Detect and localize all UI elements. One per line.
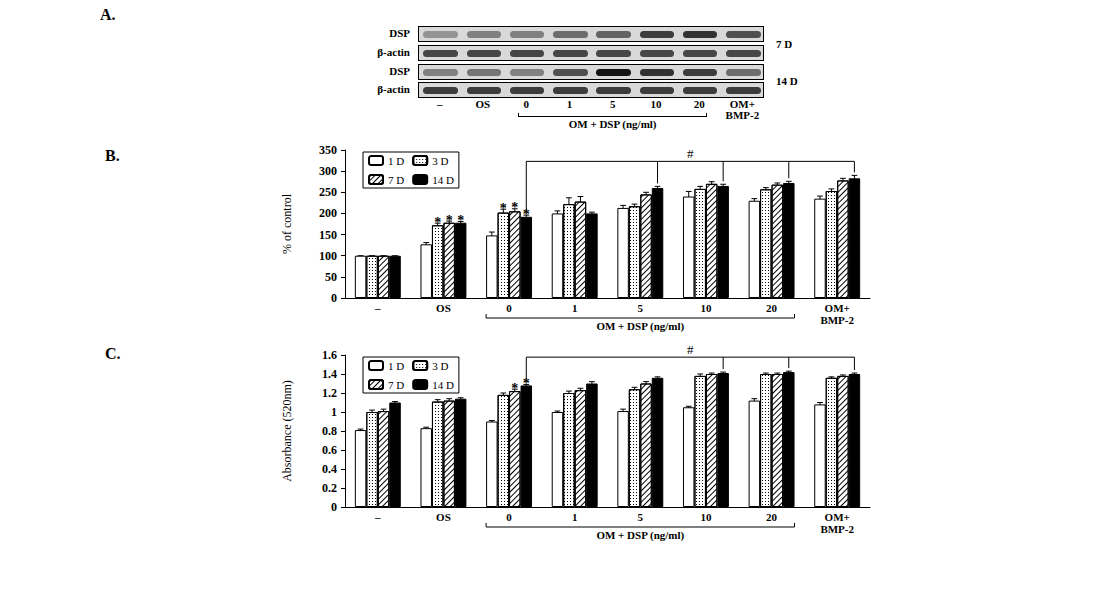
svg-text:350: 350: [319, 143, 337, 157]
svg-text:7 D: 7 D: [388, 379, 404, 391]
svg-text:1.2: 1.2: [322, 386, 337, 400]
svg-text:OS: OS: [436, 302, 451, 314]
svg-text:20: 20: [766, 511, 778, 523]
svg-text:200: 200: [319, 206, 337, 220]
svg-text:BMP-2: BMP-2: [820, 523, 854, 535]
svg-text:–: –: [374, 511, 381, 523]
html-text:DSP: DSP: [389, 65, 410, 77]
svg-text:#: #: [687, 342, 694, 357]
svg-text:1: 1: [572, 302, 578, 314]
svg-text:20: 20: [766, 302, 778, 314]
svg-text:1 D: 1 D: [388, 155, 404, 167]
svg-text:0.8: 0.8: [322, 424, 337, 438]
svg-text:0: 0: [331, 500, 337, 514]
svg-text:100: 100: [319, 249, 337, 263]
svg-text:OM+: OM+: [825, 302, 850, 314]
html-text:β-actin: β-actin: [377, 46, 410, 58]
html-text:10: 10: [650, 98, 662, 110]
html-text:OS: OS: [475, 98, 491, 110]
svg-text:3 D: 3 D: [432, 155, 448, 167]
svg-text:OM + DSP (ng/ml): OM + DSP (ng/ml): [596, 320, 684, 333]
svg-text:14 D: 14 D: [432, 379, 454, 391]
svg-text:250: 250: [319, 185, 337, 199]
svg-text:10: 10: [700, 302, 712, 314]
svg-text:150: 150: [319, 228, 337, 242]
svg-text:1: 1: [331, 405, 337, 419]
svg-text:3 D: 3 D: [432, 360, 448, 372]
svg-text:BMP-2: BMP-2: [820, 314, 854, 326]
svg-text:1 D: 1 D: [388, 360, 404, 372]
html-text:20: 20: [693, 98, 705, 110]
svg-text:0.4: 0.4: [322, 462, 337, 476]
html-text:0: 0: [523, 98, 529, 110]
svg-text:0.2: 0.2: [322, 481, 337, 495]
html-text:β-actin: β-actin: [377, 83, 410, 95]
svg-text:50: 50: [325, 270, 337, 284]
svg-text:5: 5: [638, 511, 644, 523]
svg-text:1: 1: [572, 511, 578, 523]
svg-text:7 D: 7 D: [388, 174, 404, 186]
svg-text:% of control: % of control: [280, 193, 294, 254]
html-text:OM+ BMP-2: OM+ BMP-2: [725, 98, 760, 121]
svg-text:0: 0: [331, 291, 337, 305]
html-text:7 D: 7 D: [776, 37, 793, 50]
html-text:14 D: 14 D: [776, 75, 798, 87]
html-text:DSP: DSP: [389, 27, 410, 39]
svg-text:0: 0: [506, 511, 512, 523]
html-text:OM + DSP (ng/ml): OM + DSP (ng/ml): [568, 118, 657, 130]
svg-text:B.: B.: [105, 147, 120, 164]
svg-text:14 D: 14 D: [432, 174, 454, 186]
svg-text:–: –: [374, 302, 381, 314]
html-text:1: 1: [566, 98, 573, 110]
html-text:A.: A.: [100, 6, 116, 23]
svg-text:#: #: [687, 146, 694, 161]
svg-text:OM+: OM+: [825, 511, 850, 523]
svg-text:0: 0: [506, 302, 512, 314]
svg-text:C.: C.: [105, 345, 121, 362]
svg-text:5: 5: [638, 302, 644, 314]
html-text:5: 5: [609, 98, 616, 110]
svg-text:1.4: 1.4: [322, 367, 337, 381]
svg-text:300: 300: [319, 164, 337, 178]
svg-text:OM + DSP (ng/ml): OM + DSP (ng/ml): [596, 529, 684, 542]
svg-text:Absorbance (520nm): Absorbance (520nm): [280, 380, 294, 482]
svg-text:1.6: 1.6: [322, 348, 337, 362]
svg-text:10: 10: [700, 511, 712, 523]
svg-text:0.6: 0.6: [322, 443, 337, 457]
svg-text:OS: OS: [436, 511, 451, 523]
